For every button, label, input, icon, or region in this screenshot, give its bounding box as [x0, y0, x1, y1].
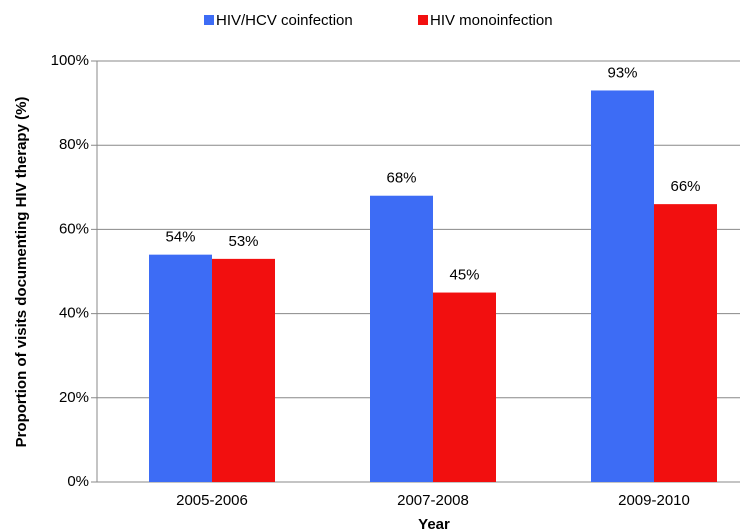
bar: [654, 204, 717, 482]
data-label: 66%: [670, 178, 700, 195]
legend-swatch: [418, 15, 428, 25]
legend-label: HIV monoinfection: [430, 12, 553, 29]
y-axis-title: Proportion of visits documenting HIV the…: [13, 97, 30, 448]
bar: [433, 292, 496, 482]
y-tick-label: 100%: [51, 52, 89, 69]
y-tick-label: 80%: [59, 136, 89, 153]
data-label: 53%: [228, 233, 258, 250]
x-tick-label: 2007-2008: [397, 492, 469, 509]
bar: [212, 258, 275, 482]
y-tick-label: 40%: [59, 305, 89, 322]
legend-label: HIV/HCV coinfection: [216, 12, 353, 29]
y-tick-label: 0%: [67, 473, 89, 490]
data-label: 45%: [449, 267, 479, 284]
y-tick-label: 20%: [59, 389, 89, 406]
legend-swatch: [204, 15, 214, 25]
bar: [149, 254, 212, 482]
data-label: 93%: [607, 64, 637, 81]
bar: [370, 195, 433, 482]
data-label: 68%: [386, 170, 416, 187]
y-tick-label: 60%: [59, 220, 89, 237]
data-label: 54%: [165, 229, 195, 246]
x-tick-label: 2005-2006: [176, 492, 248, 509]
x-axis-title: Year: [418, 516, 450, 532]
bar: [591, 90, 654, 482]
x-tick-label: 2009-2010: [618, 492, 690, 509]
